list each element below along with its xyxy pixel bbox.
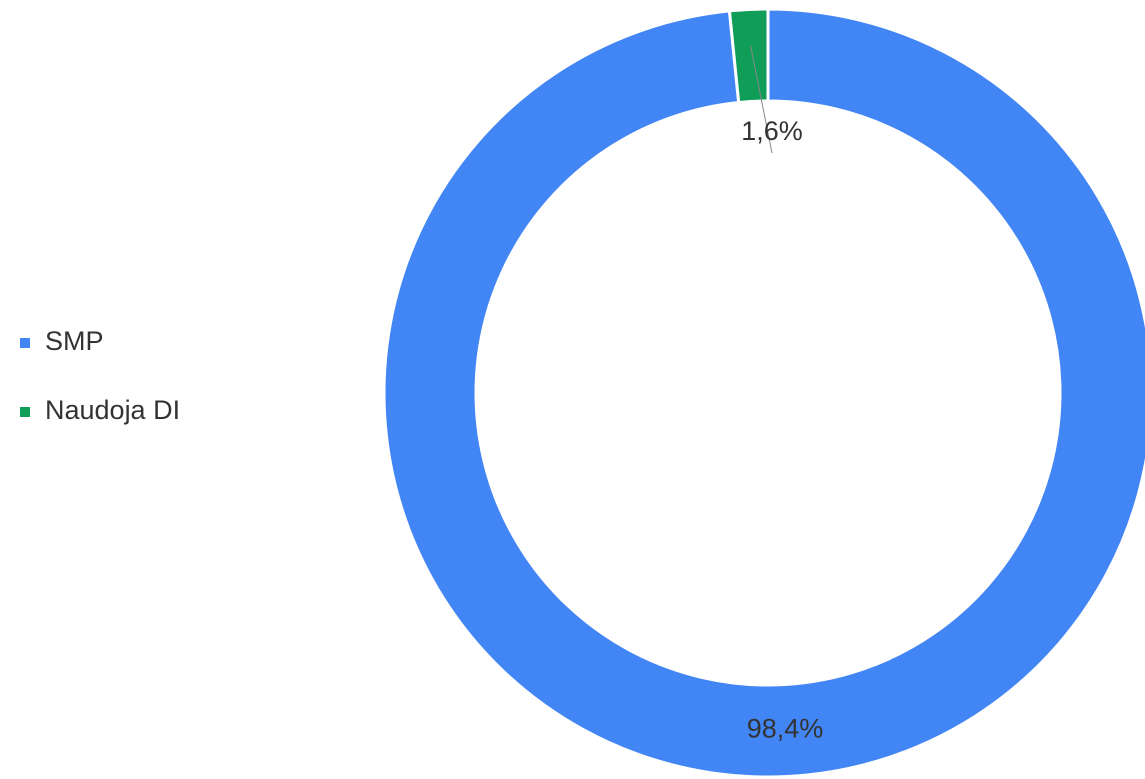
legend-label: SMP (45, 326, 104, 356)
leader-line (750, 45, 773, 154)
slice-label: 1,6% (741, 116, 803, 146)
donut-slice (727, 7, 770, 105)
legend-swatch (20, 407, 30, 417)
donut-slice (382, 7, 1145, 779)
legend-swatch (20, 338, 30, 348)
legend-label: Naudoja DI (45, 395, 180, 425)
slice-label: 98,4% (747, 714, 824, 744)
